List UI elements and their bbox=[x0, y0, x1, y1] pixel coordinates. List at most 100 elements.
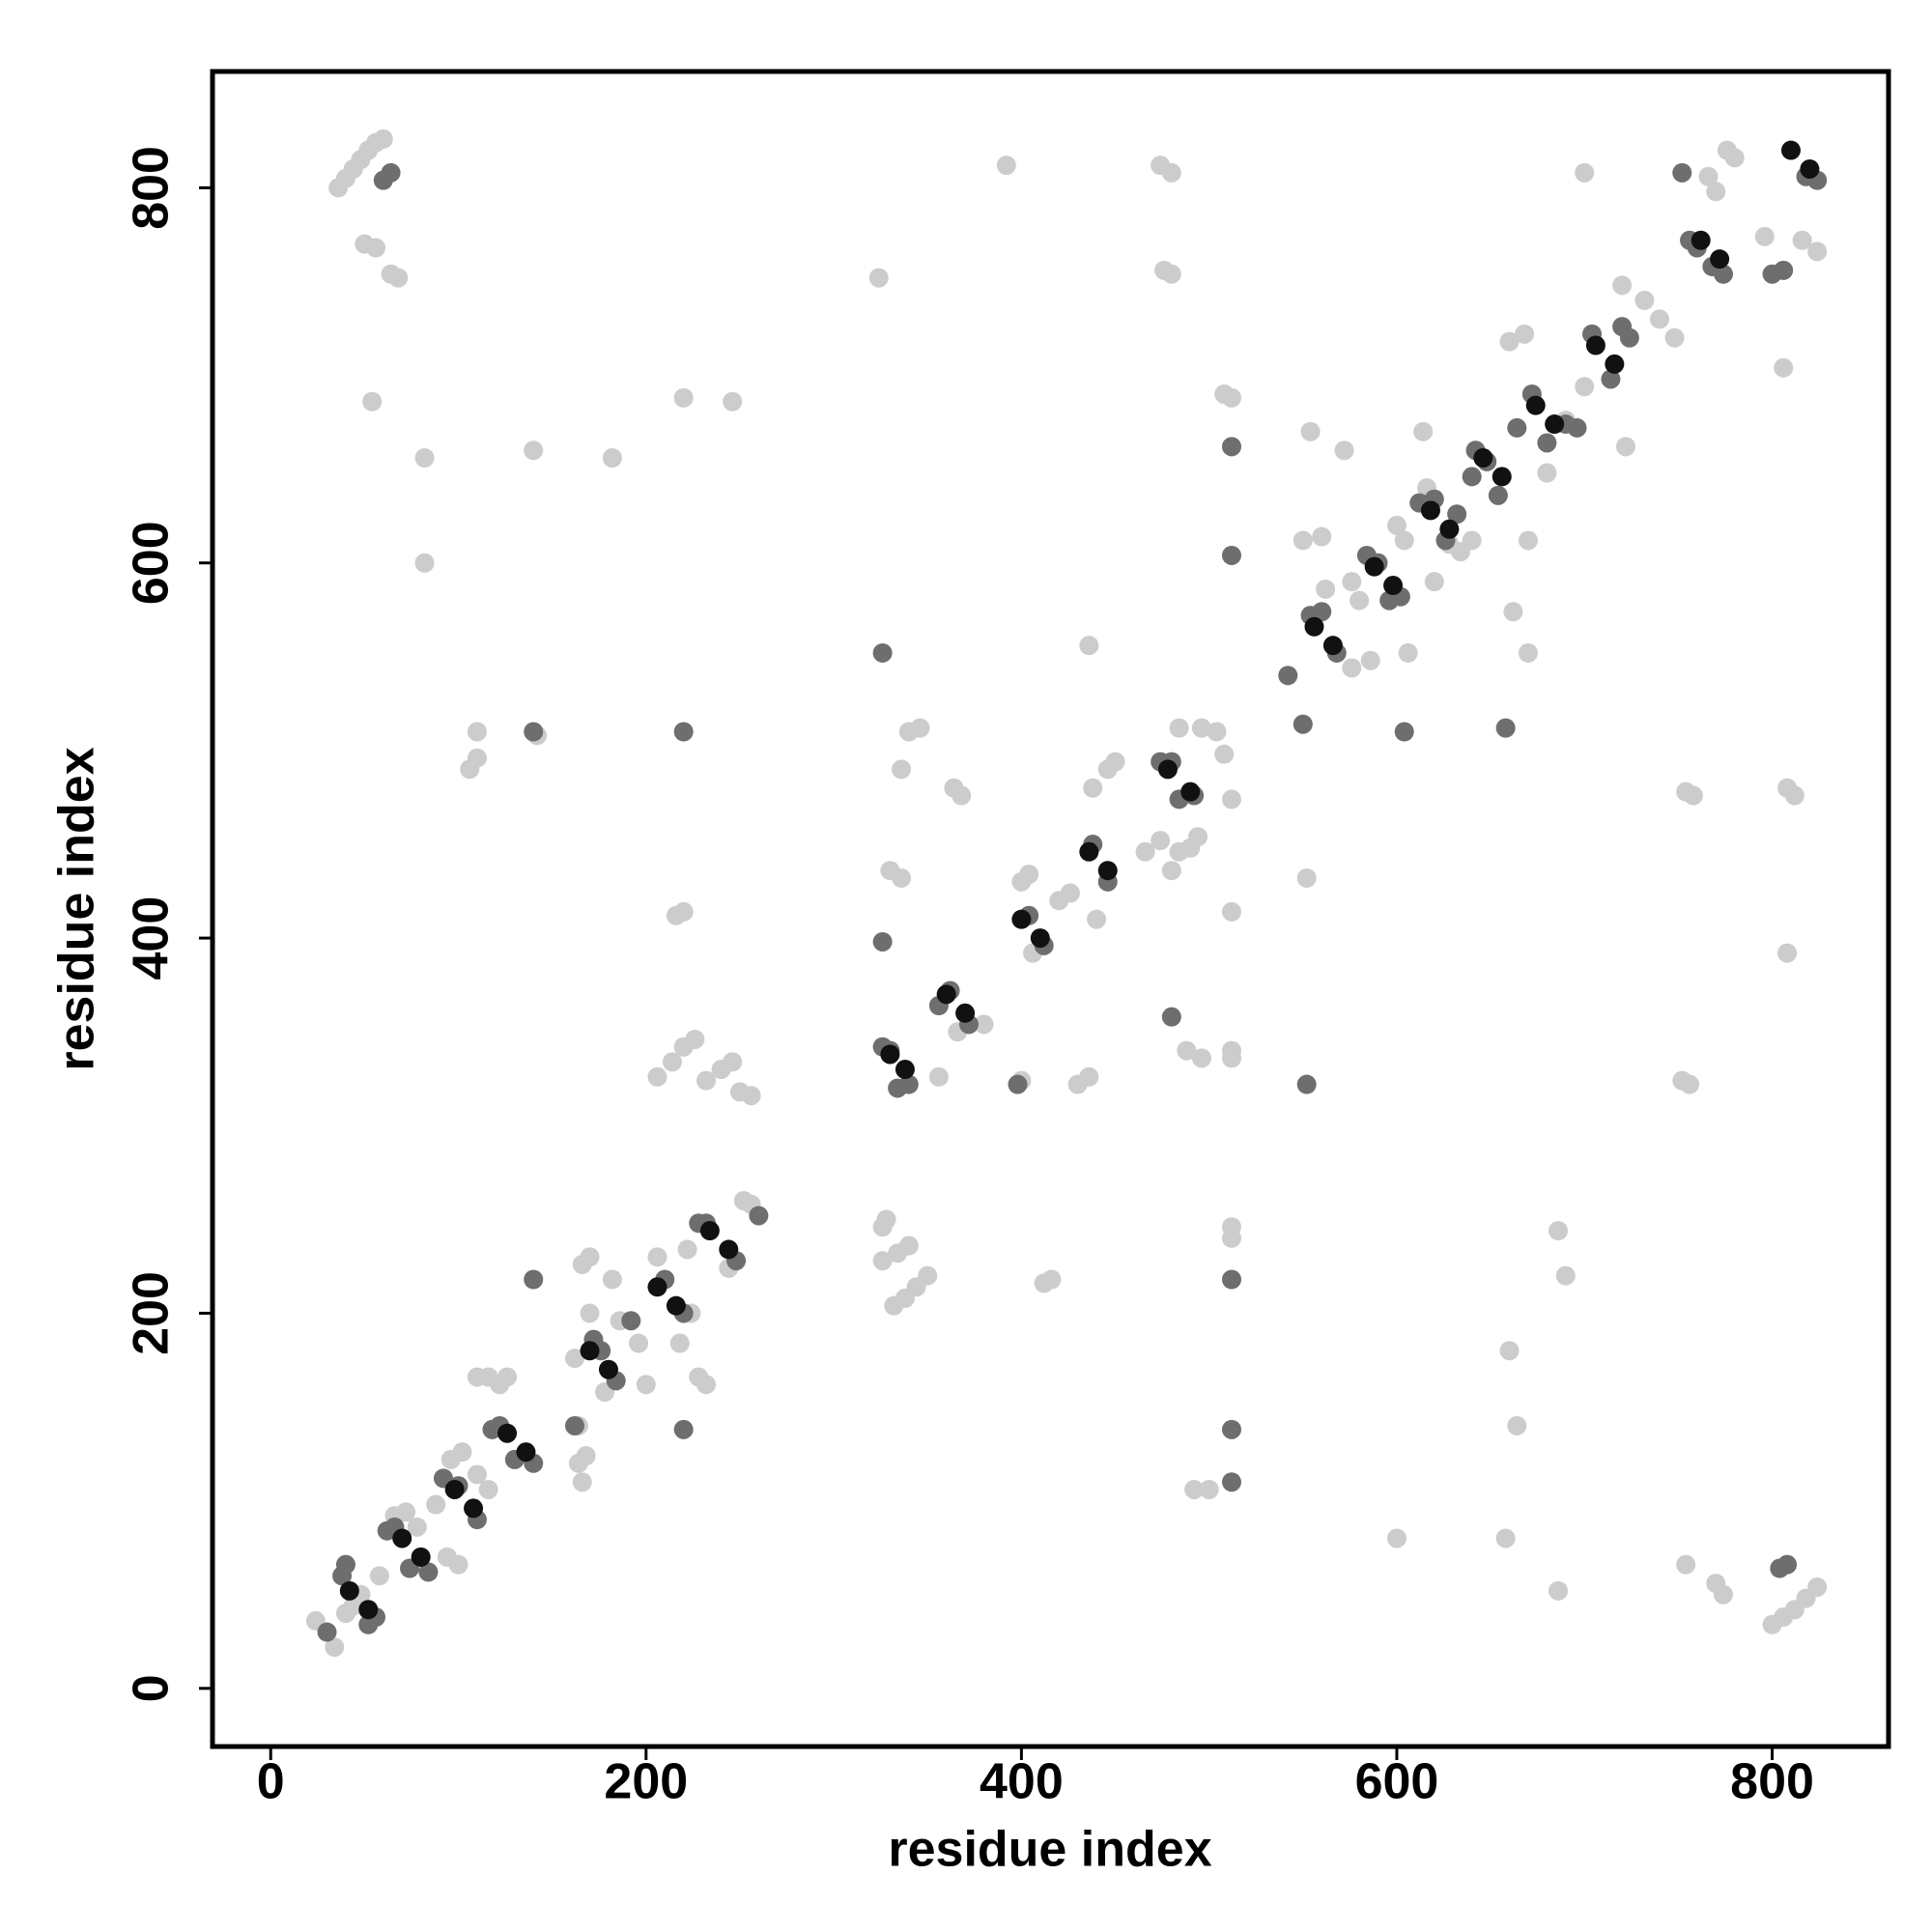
point bbox=[895, 1060, 915, 1080]
point bbox=[497, 1423, 518, 1443]
point bbox=[1157, 759, 1178, 780]
point bbox=[880, 861, 900, 881]
point bbox=[936, 984, 956, 1005]
point bbox=[1161, 162, 1181, 183]
point bbox=[1207, 722, 1227, 742]
point bbox=[1350, 590, 1370, 611]
point bbox=[1545, 414, 1565, 435]
plot-frame bbox=[210, 69, 1891, 1749]
point bbox=[1011, 909, 1032, 929]
point bbox=[673, 1419, 694, 1439]
point bbox=[1097, 861, 1118, 881]
point bbox=[1191, 718, 1211, 738]
point bbox=[1690, 230, 1711, 250]
point bbox=[1221, 437, 1241, 457]
point bbox=[719, 1239, 739, 1260]
point bbox=[1169, 718, 1189, 738]
point bbox=[1296, 1074, 1317, 1094]
point bbox=[1214, 744, 1235, 764]
point bbox=[1180, 781, 1201, 802]
point bbox=[1161, 861, 1181, 881]
point bbox=[1188, 827, 1208, 847]
point bbox=[1492, 467, 1512, 487]
point bbox=[1322, 636, 1343, 656]
point bbox=[898, 1236, 919, 1256]
point bbox=[580, 1341, 600, 1361]
point bbox=[1221, 1472, 1241, 1492]
point bbox=[1008, 1074, 1028, 1094]
point bbox=[1664, 327, 1685, 348]
point bbox=[1300, 421, 1321, 441]
point bbox=[1676, 1554, 1696, 1575]
point bbox=[1105, 752, 1125, 772]
point bbox=[467, 722, 487, 742]
point bbox=[576, 1446, 596, 1466]
point bbox=[1413, 421, 1434, 441]
point bbox=[1383, 576, 1404, 596]
point bbox=[952, 785, 972, 806]
point bbox=[1499, 1341, 1520, 1361]
point bbox=[1151, 831, 1171, 851]
point bbox=[317, 1622, 337, 1642]
point bbox=[418, 1562, 439, 1582]
point bbox=[396, 1502, 416, 1522]
point bbox=[621, 1311, 641, 1331]
point bbox=[666, 1295, 686, 1316]
point bbox=[1777, 943, 1798, 963]
point bbox=[1079, 1066, 1099, 1087]
point bbox=[629, 1333, 649, 1353]
point bbox=[1499, 331, 1520, 352]
point bbox=[1462, 467, 1482, 487]
point bbox=[516, 1442, 536, 1463]
point bbox=[1316, 579, 1336, 599]
point bbox=[1649, 309, 1669, 329]
point bbox=[1087, 909, 1107, 929]
point bbox=[868, 268, 889, 288]
point bbox=[892, 759, 912, 780]
point bbox=[1774, 357, 1794, 378]
y-axis-title: residue index bbox=[49, 747, 105, 1070]
point bbox=[414, 448, 435, 469]
point bbox=[1394, 530, 1414, 551]
point bbox=[1495, 718, 1516, 738]
point bbox=[1221, 1048, 1241, 1068]
point bbox=[478, 1479, 498, 1499]
point bbox=[497, 1367, 518, 1387]
point bbox=[1135, 841, 1155, 862]
y-tick-label: 800 bbox=[124, 146, 180, 230]
point bbox=[677, 1239, 697, 1260]
point bbox=[1605, 354, 1625, 374]
point bbox=[1221, 1419, 1241, 1439]
point bbox=[1177, 1040, 1197, 1061]
point bbox=[1293, 530, 1313, 551]
point bbox=[1672, 162, 1692, 183]
point bbox=[580, 1303, 600, 1323]
point bbox=[1293, 714, 1313, 734]
point bbox=[524, 1269, 544, 1290]
point bbox=[1518, 642, 1538, 663]
point bbox=[1447, 504, 1467, 525]
point bbox=[1342, 572, 1362, 592]
point bbox=[1503, 602, 1523, 622]
point bbox=[1754, 226, 1775, 246]
point bbox=[373, 170, 393, 190]
point bbox=[872, 642, 893, 663]
point bbox=[749, 1206, 769, 1226]
y-tick-label: 0 bbox=[124, 1674, 180, 1702]
point bbox=[524, 440, 544, 461]
point bbox=[444, 1479, 465, 1499]
x-tick-label: 200 bbox=[604, 1754, 688, 1810]
point bbox=[426, 1494, 446, 1515]
point bbox=[1199, 1479, 1219, 1499]
point bbox=[1304, 616, 1324, 637]
point bbox=[1507, 1415, 1527, 1435]
point bbox=[636, 1375, 656, 1395]
point bbox=[452, 1442, 472, 1463]
point bbox=[1515, 324, 1535, 344]
point bbox=[325, 1637, 345, 1658]
point bbox=[1079, 841, 1099, 862]
point bbox=[1683, 785, 1703, 806]
point bbox=[1364, 556, 1384, 577]
point bbox=[524, 722, 544, 742]
point bbox=[414, 553, 435, 573]
